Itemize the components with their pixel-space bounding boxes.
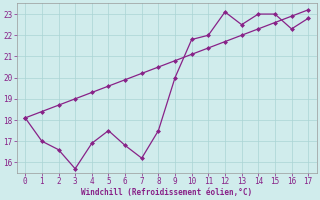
X-axis label: Windchill (Refroidissement éolien,°C): Windchill (Refroidissement éolien,°C) (81, 188, 252, 197)
